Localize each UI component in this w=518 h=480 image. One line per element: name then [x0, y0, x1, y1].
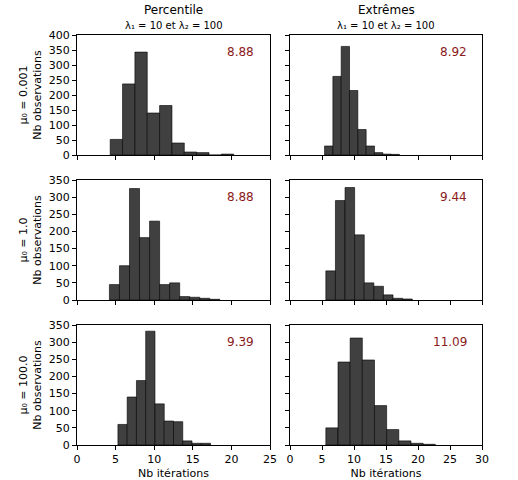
svg-text:0: 0 [63, 439, 70, 452]
svg-text:μ₀ = 100.0Nb observations: μ₀ = 100.0Nb observations [17, 340, 44, 430]
svg-text:25: 25 [263, 453, 277, 466]
svg-text:0: 0 [63, 294, 70, 307]
svg-text:250: 250 [49, 208, 70, 221]
svg-text:150: 150 [49, 104, 70, 117]
svg-text:250: 250 [49, 74, 70, 87]
svg-text:λ₁ = 10 et λ₂ = 100: λ₁ = 10 et λ₂ = 100 [125, 20, 223, 31]
svg-text:20: 20 [224, 453, 238, 466]
svg-text:9.44: 9.44 [440, 190, 467, 204]
svg-text:300: 300 [49, 59, 70, 72]
svg-text:8.88: 8.88 [227, 190, 254, 204]
svg-text:50: 50 [56, 134, 70, 147]
svg-text:Percentile: Percentile [144, 3, 203, 17]
svg-text:Nb itérations: Nb itérations [138, 467, 209, 480]
svg-text:5: 5 [112, 453, 119, 466]
svg-text:15: 15 [379, 453, 393, 466]
svg-text:250: 250 [49, 353, 70, 366]
svg-text:5: 5 [319, 453, 326, 466]
svg-text:350: 350 [49, 319, 70, 332]
svg-text:20: 20 [411, 453, 425, 466]
svg-text:350: 350 [49, 44, 70, 57]
svg-text:0: 0 [63, 149, 70, 162]
svg-text:11.09: 11.09 [433, 335, 467, 349]
svg-text:10: 10 [347, 453, 361, 466]
svg-text:100: 100 [49, 405, 70, 418]
svg-text:300: 300 [49, 191, 70, 204]
svg-text:200: 200 [49, 225, 70, 238]
svg-text:25: 25 [443, 453, 457, 466]
svg-text:30: 30 [475, 453, 489, 466]
svg-text:100: 100 [49, 260, 70, 273]
svg-text:8.88: 8.88 [227, 45, 254, 59]
svg-text:λ₁ = 10 et λ₂ = 100: λ₁ = 10 et λ₂ = 100 [337, 20, 435, 31]
svg-text:Nb itérations: Nb itérations [351, 467, 422, 480]
svg-text:50: 50 [56, 422, 70, 435]
svg-text:15: 15 [186, 453, 200, 466]
svg-text:150: 150 [49, 242, 70, 255]
svg-text:350: 350 [49, 174, 70, 187]
svg-text:9.39: 9.39 [227, 335, 254, 349]
svg-text:50: 50 [56, 277, 70, 290]
svg-text:Extrêmes: Extrêmes [358, 3, 415, 17]
svg-text:400: 400 [49, 29, 70, 42]
svg-text:100: 100 [49, 119, 70, 132]
svg-text:0: 0 [287, 453, 294, 466]
svg-text:10: 10 [147, 453, 161, 466]
svg-text:8.92: 8.92 [440, 45, 467, 59]
svg-text:200: 200 [49, 89, 70, 102]
svg-text:300: 300 [49, 336, 70, 349]
svg-text:μ₀ = 1.0Nb observations: μ₀ = 1.0Nb observations [17, 195, 44, 285]
svg-text:0: 0 [74, 453, 81, 466]
svg-text:200: 200 [49, 370, 70, 383]
svg-text:150: 150 [49, 387, 70, 400]
svg-text:μ₀ = 0.001Nb observations: μ₀ = 0.001Nb observations [17, 50, 44, 140]
